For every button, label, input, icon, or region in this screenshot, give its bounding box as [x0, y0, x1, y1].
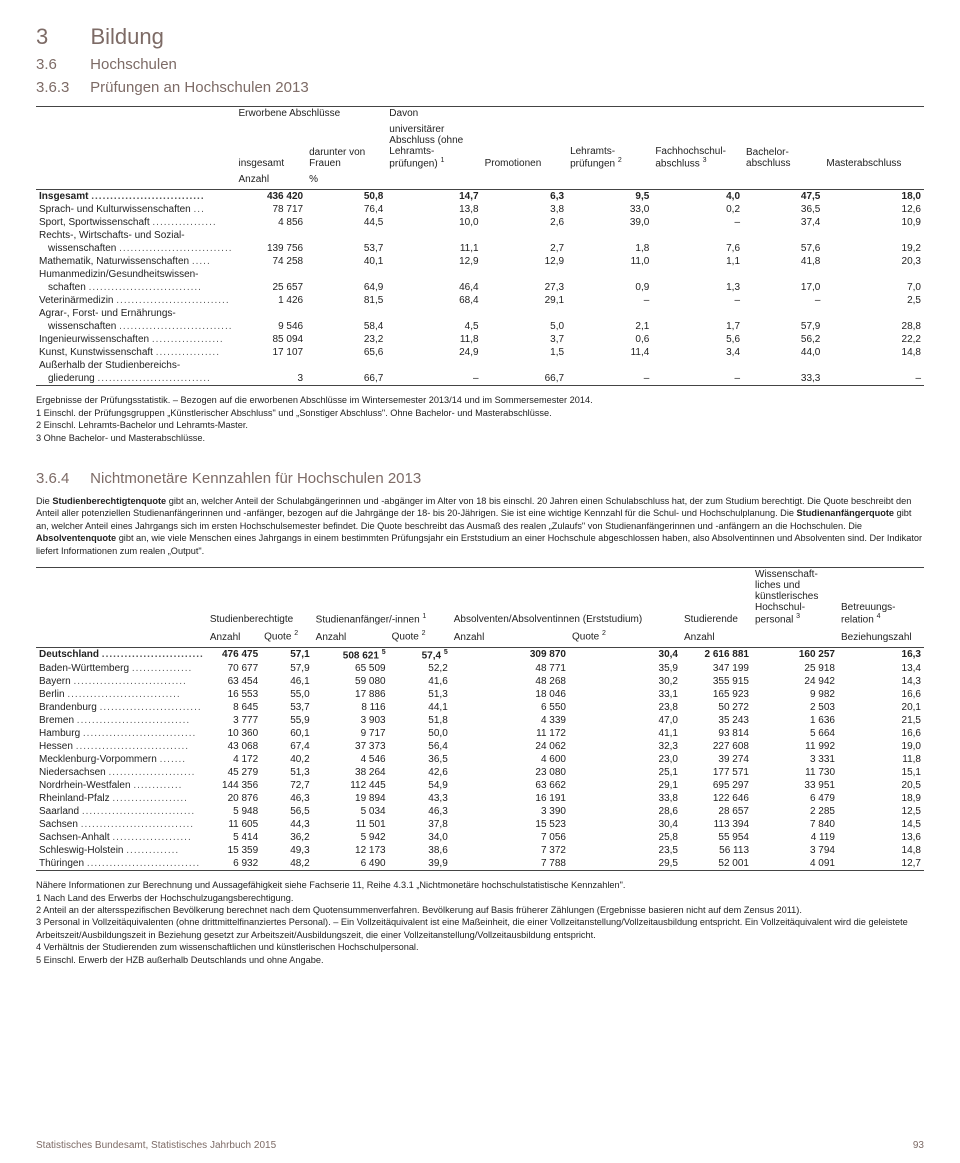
table-row: Saarland ..............................5… — [36, 805, 924, 818]
t1-h-span1: Erworbene Abschlüsse — [236, 107, 387, 124]
table-row: Sprach- und Kulturwissenschaften ...78 7… — [36, 203, 924, 216]
table-pruefungen: Erworbene Abschlüsse Davon insgesamt dar… — [36, 106, 924, 386]
t2-h-bzz: Beziehungszahl — [838, 629, 924, 647]
t2-h-quote-3: Quote 2 — [569, 629, 681, 647]
t1-h-c8: Masterabschluss — [823, 123, 924, 173]
t2-h-c6: Betreuungs­relation 4 — [838, 568, 924, 630]
t2-notes: Nähere Informationen zur Berechnung und … — [36, 879, 924, 966]
t1-h-span2: Davon — [386, 107, 924, 124]
table-row: Thüringen ..............................… — [36, 857, 924, 871]
section-3-6-3: 3.6.3 Prüfungen an Hochschulen 2013 — [36, 79, 924, 96]
table-row: Hessen ..............................43 … — [36, 740, 924, 753]
t1-h-c7: Bachelor­abschluss — [743, 123, 823, 173]
section-title-3: Nichtmonetäre Kennzahlen für Hochschulen… — [90, 470, 421, 487]
table-row: Insgesamt ..............................… — [36, 190, 924, 204]
section-num-2: 3.6.3 — [36, 79, 86, 96]
t1-h-c3: universitärer Abschluss (ohne Lehramts­p… — [386, 123, 481, 173]
table-row: Sachsen-Anhalt .....................5 41… — [36, 831, 924, 844]
table-row: Sport, Sportwissenschaft ...............… — [36, 216, 924, 229]
chapter-header: 3 Bildung — [36, 24, 924, 50]
t1-notes: Ergebnisse der Prüfungsstatistik. – Bezo… — [36, 394, 924, 444]
table-row: Bremen ..............................3 7… — [36, 714, 924, 727]
t2-h-quote-1: Quote 2 — [261, 629, 313, 647]
section-title-1: Hochschulen — [90, 56, 177, 73]
table-row: Niedersachsen .......................45 … — [36, 766, 924, 779]
table-row: Bayern ..............................63 … — [36, 675, 924, 688]
t2-h-anzahl-2: Anzahl — [313, 629, 389, 647]
t2-h-quote-2: Quote 2 — [389, 629, 451, 647]
t2-h-c2: Studienanfänger/-innen 1 — [313, 568, 451, 630]
table-row: Schleswig-Holstein ..............15 3594… — [36, 844, 924, 857]
chapter-title: Bildung — [90, 24, 163, 50]
t1-h-pct: % — [306, 173, 386, 190]
footer-left: Statistisches Bundesamt, Statistisches J… — [36, 1140, 276, 1151]
table-row: Berlin ..............................16 … — [36, 688, 924, 701]
page-footer: Statistisches Bundesamt, Statistisches J… — [36, 1140, 924, 1151]
section-3-6-4: 3.6.4 Nichtmonetäre Kennzahlen für Hochs… — [36, 470, 924, 487]
table-row: Rheinland-Pfalz ....................20 8… — [36, 792, 924, 805]
table-row: Hamburg ..............................10… — [36, 727, 924, 740]
page: 3 Bildung 3.6 Hochschulen 3.6.3 Prüfunge… — [0, 0, 960, 1163]
t2-h-c1: Studienberechtigte — [207, 568, 313, 630]
table-row: Deutschland ...........................4… — [36, 647, 924, 662]
t1-h-anzahl: Anzahl — [236, 173, 307, 190]
intro-text: Die Studienberechtigtenquote gibt an, we… — [36, 495, 924, 557]
t1-h-c5: Lehramts­prüfungen 2 — [567, 123, 652, 173]
t2-h-c5: Wissenschaft­liches und künstlerisches H… — [752, 568, 838, 630]
t2-h-anzahl-4: Anzahl — [681, 629, 752, 647]
t2-h-c3: Absolventen/Absolventinnen (Erststudium) — [451, 568, 681, 630]
footer-right: 93 — [913, 1140, 924, 1151]
table-row: Brandenburg ...........................8… — [36, 701, 924, 714]
t1-h-c1: insgesamt — [236, 123, 307, 173]
table-row: Mathematik, Naturwissenschaften .....74 … — [36, 255, 924, 268]
t2-h-anzahl-1: Anzahl — [207, 629, 261, 647]
t1-h-c6: Fachhochschul­abschluss 3 — [652, 123, 743, 173]
table-row: Nordrhein-Westfalen .............144 356… — [36, 779, 924, 792]
t2-h-c4: Studierende — [681, 568, 752, 630]
table-kennzahlen: Studienberechtigte Studienanfänger/-inne… — [36, 567, 924, 871]
t1-h-c2: darunter von Frauen — [306, 123, 386, 173]
section-3-6: 3.6 Hochschulen — [36, 56, 924, 73]
section-num-3: 3.6.4 — [36, 470, 86, 487]
chapter-number: 3 — [36, 24, 86, 50]
table-row: Mecklenburg-Vorpommern .......4 17240,24… — [36, 753, 924, 766]
section-num-1: 3.6 — [36, 56, 86, 73]
table-row: Veterinärmedizin .......................… — [36, 294, 924, 307]
table-row: Kunst, Kunstwissenschaft ...............… — [36, 346, 924, 359]
section-title-2: Prüfungen an Hochschulen 2013 — [90, 79, 309, 96]
table-row: Sachsen ..............................11… — [36, 818, 924, 831]
table-row: Baden-Württemberg ................70 677… — [36, 662, 924, 675]
table-row: Ingenieurwissenschaften ................… — [36, 333, 924, 346]
t1-h-c4: Promotionen — [482, 123, 568, 173]
t2-h-anzahl-3: Anzahl — [451, 629, 569, 647]
